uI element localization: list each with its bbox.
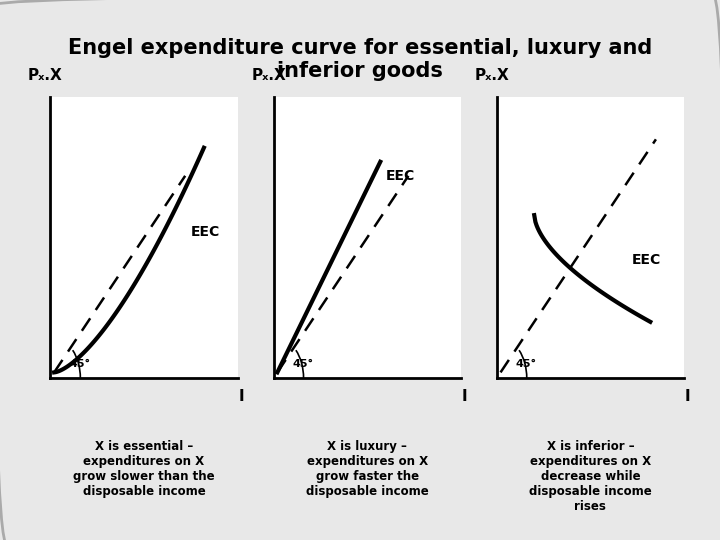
Text: Engel expenditure curve for essential, luxury and
inferior goods: Engel expenditure curve for essential, l…	[68, 38, 652, 81]
Text: EEC: EEC	[386, 169, 415, 183]
Text: 45°: 45°	[292, 359, 313, 369]
Text: EEC: EEC	[191, 225, 220, 239]
Text: 45°: 45°	[69, 359, 90, 369]
Text: I: I	[685, 389, 690, 404]
Text: Pₓ.X: Pₓ.X	[28, 68, 63, 83]
Text: EEC: EEC	[631, 253, 661, 267]
Text: X is essential –
expenditures on X
grow slower than the
disposable income: X is essential – expenditures on X grow …	[73, 440, 215, 498]
Text: 45°: 45°	[516, 359, 536, 369]
Text: X is inferior –
expenditures on X
decrease while
disposable income
rises: X is inferior – expenditures on X decrea…	[529, 440, 652, 513]
Text: I: I	[462, 389, 467, 404]
Text: I: I	[238, 389, 244, 404]
Text: Pₓ.X: Pₓ.X	[251, 68, 286, 83]
Text: Pₓ.X: Pₓ.X	[474, 68, 509, 83]
Text: X is luxury –
expenditures on X
grow faster the
disposable income: X is luxury – expenditures on X grow fas…	[306, 440, 428, 498]
